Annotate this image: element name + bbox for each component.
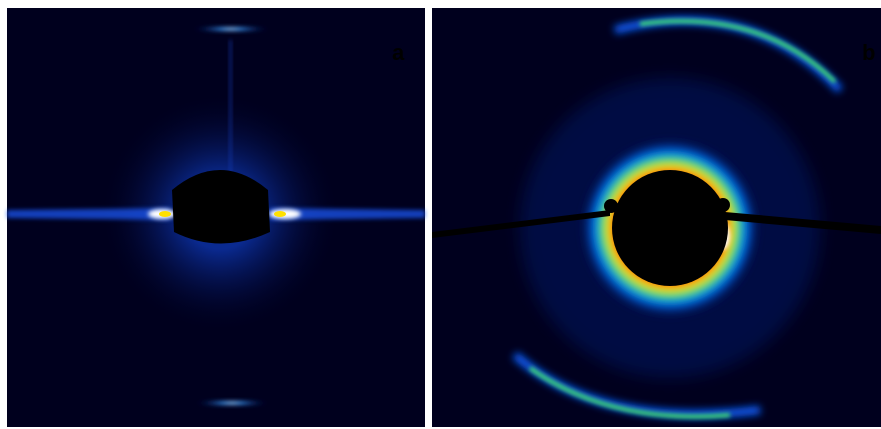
beam-stop bbox=[612, 170, 728, 286]
beam-stop-edge bbox=[604, 199, 618, 213]
bright-spot bbox=[159, 211, 171, 217]
panel-label: a bbox=[392, 40, 405, 65]
panel-label: b bbox=[862, 40, 875, 65]
equatorial-streak bbox=[7, 208, 170, 220]
figure: a b bbox=[0, 0, 881, 429]
reflection-spot bbox=[193, 26, 269, 32]
bright-spot bbox=[274, 211, 286, 217]
panel-a: a bbox=[7, 8, 425, 427]
beam-stop bbox=[172, 170, 270, 244]
reflection-spot bbox=[196, 400, 268, 406]
page: a b (() => { const data = JSON.parse(doc… bbox=[0, 0, 881, 429]
panel-b: b bbox=[432, 8, 881, 427]
beam-stop-edge bbox=[716, 198, 730, 212]
